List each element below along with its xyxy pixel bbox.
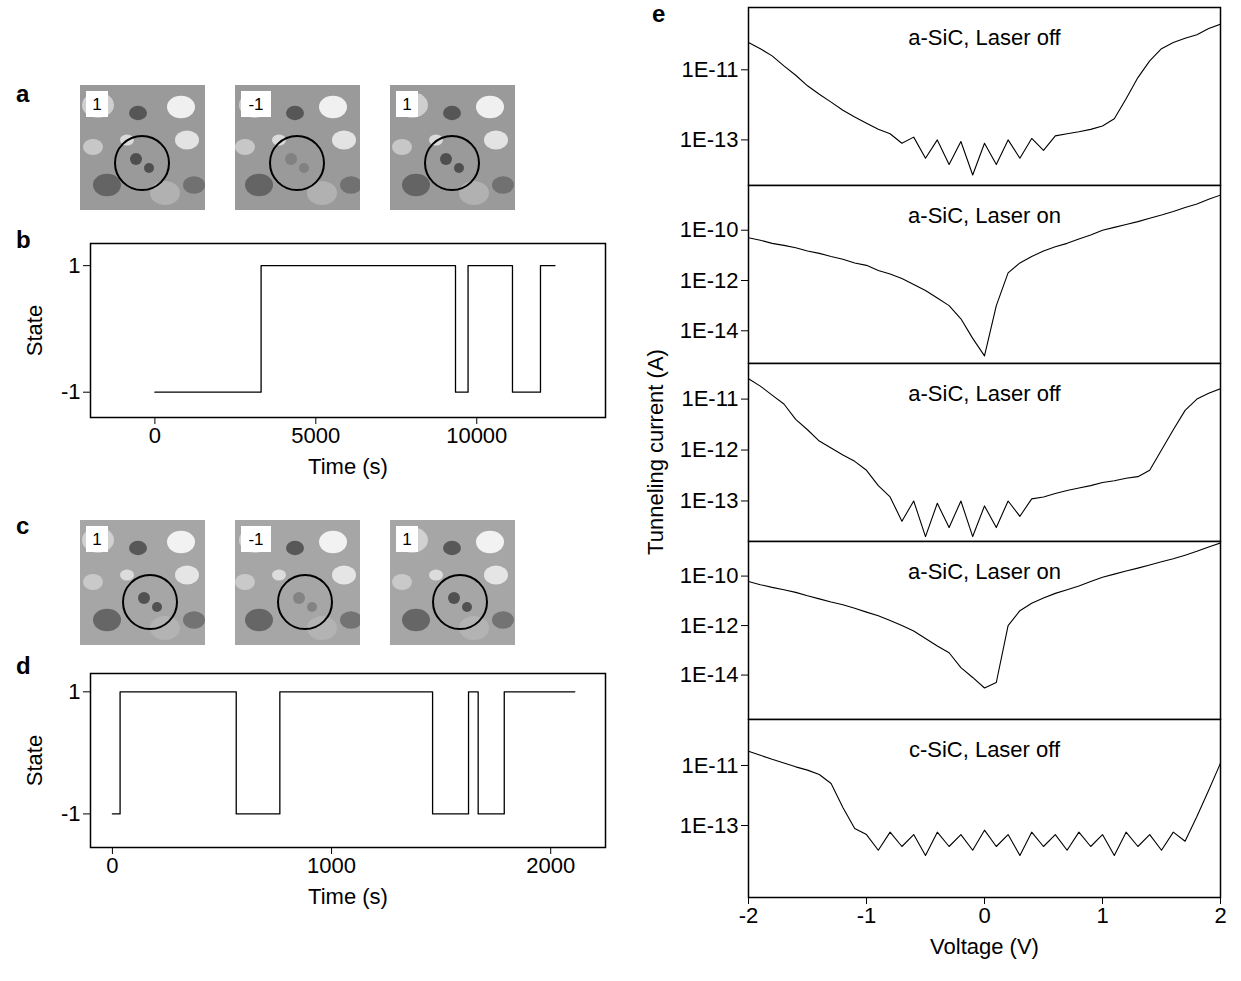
svg-text:1E-12: 1E-12 [680,268,739,293]
svg-text:2: 2 [1214,903,1226,928]
svg-text:Time (s): Time (s) [308,454,388,479]
html-text:d: d [16,652,31,679]
svg-text:1E-13: 1E-13 [680,813,739,838]
svg-text:2000: 2000 [526,853,575,878]
svg-text:0: 0 [149,423,161,448]
svg-text:1: 1 [68,679,80,704]
svg-text:1: 1 [402,530,411,549]
svg-text:1E-10: 1E-10 [680,563,739,588]
svg-text:0: 0 [106,853,118,878]
svg-text:a-SiC, Laser off: a-SiC, Laser off [908,25,1061,50]
svg-text:10000: 10000 [446,423,507,448]
svg-text:c-SiC, Laser off: c-SiC, Laser off [909,737,1061,762]
svg-text:1E-12: 1E-12 [680,613,739,638]
svg-text:-2: -2 [739,903,759,928]
svg-text:1: 1 [92,530,101,549]
svg-text:1E-10: 1E-10 [680,217,739,242]
svg-text:1E-14: 1E-14 [680,662,739,687]
svg-text:-1: -1 [61,379,81,404]
html-text:Tunneling current (A): Tunneling current (A) [643,349,668,555]
svg-text:a-SiC, Laser off: a-SiC, Laser off [908,381,1061,406]
svg-text:1: 1 [68,253,80,278]
svg-text:1E-11: 1E-11 [681,386,738,411]
svg-text:1: 1 [402,95,411,114]
html-text:a: a [16,80,30,107]
svg-text:a-SiC, Laser on: a-SiC, Laser on [908,203,1061,228]
svg-text:-1: -1 [857,903,877,928]
svg-text:State: State [22,735,47,786]
svg-text:1E-13: 1E-13 [680,127,739,152]
svg-text:-1: -1 [248,530,263,549]
svg-text:1E-13: 1E-13 [680,488,739,513]
svg-text:a-SiC, Laser on: a-SiC, Laser on [908,559,1061,584]
svg-text:1E-11: 1E-11 [681,753,738,778]
svg-text:State: State [22,305,47,356]
html-text:b: b [16,226,31,253]
svg-text:1: 1 [1096,903,1108,928]
svg-text:1000: 1000 [307,853,356,878]
svg-text:-1: -1 [61,801,81,826]
html-text:e: e [652,0,666,27]
svg-text:1E-12: 1E-12 [680,437,739,462]
html-text:c: c [16,512,30,539]
svg-text:0: 0 [978,903,990,928]
svg-text:5000: 5000 [291,423,340,448]
svg-text:Time (s): Time (s) [308,884,388,909]
svg-text:1: 1 [92,95,101,114]
svg-text:1E-11: 1E-11 [681,57,738,82]
svg-text:1E-14: 1E-14 [680,318,739,343]
svg-text:-1: -1 [248,95,263,114]
svg-text:Voltage (V): Voltage (V) [930,934,1039,959]
